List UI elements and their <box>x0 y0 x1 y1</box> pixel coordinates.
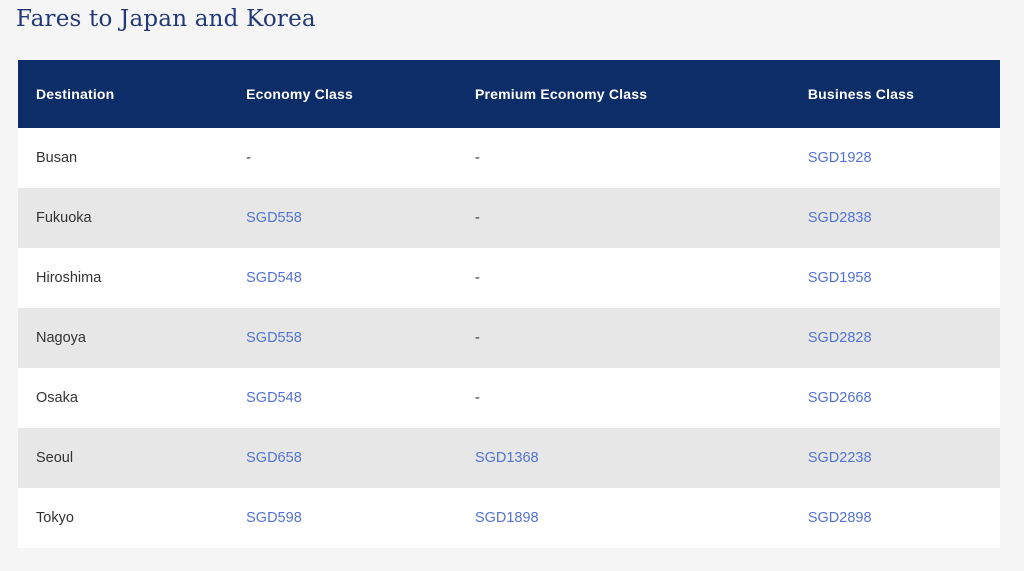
fare-link[interactable]: SGD2828 <box>807 330 872 346</box>
fare-value: - <box>474 150 480 166</box>
economy-fare-cell: SGD548 <box>228 248 457 308</box>
destination-cell: Tokyo <box>18 488 229 548</box>
fare-value: - <box>246 150 251 166</box>
fare-value: - <box>474 330 480 346</box>
economy-fare-cell: SGD598 <box>228 488 457 548</box>
destination-cell: Hiroshima <box>18 248 229 308</box>
fare-table: Destination Economy Class Premium Econom… <box>18 60 1000 548</box>
table-row: Tokyo SGD598 SGD1898 SGD2898 <box>18 488 1000 548</box>
economy-fare-cell: SGD658 <box>228 428 457 488</box>
fare-link[interactable]: SGD658 <box>246 450 302 466</box>
fare-table-header: Destination Economy Class Premium Econom… <box>18 60 1000 128</box>
economy-fare-cell: SGD558 <box>228 188 457 248</box>
column-header-business: Business Class <box>789 60 1000 128</box>
table-row: Nagoya SGD558 - SGD2828 <box>18 308 1000 368</box>
business-fare-cell: SGD1928 <box>789 128 1000 188</box>
column-header-economy: Economy Class <box>228 60 457 128</box>
business-fare-cell: SGD2898 <box>789 488 1000 548</box>
destination-label: Hiroshima <box>36 270 102 286</box>
fare-link[interactable]: SGD2238 <box>807 450 872 466</box>
fare-value: - <box>474 390 480 406</box>
destination-label: Osaka <box>36 390 78 406</box>
destination-cell: Fukuoka <box>18 188 229 248</box>
destination-cell: Nagoya <box>18 308 229 368</box>
business-fare-cell: SGD2668 <box>789 368 1000 428</box>
destination-label: Nagoya <box>36 330 86 346</box>
table-row: Seoul SGD658 SGD1368 SGD2238 <box>18 428 1000 488</box>
business-fare-cell: SGD2838 <box>789 188 1000 248</box>
fare-link[interactable]: SGD548 <box>246 270 302 286</box>
destination-label: Fukuoka <box>36 210 92 226</box>
fare-link[interactable]: SGD2898 <box>807 510 872 526</box>
column-header-destination: Destination <box>18 60 229 128</box>
table-row: Fukuoka SGD558 - SGD2838 <box>18 188 1000 248</box>
fare-link[interactable]: SGD598 <box>246 510 302 526</box>
page-title: Fares to Japan and Korea <box>16 6 316 32</box>
fare-value: - <box>474 210 480 226</box>
destination-label: Busan <box>36 150 78 166</box>
business-fare-cell: SGD2238 <box>789 428 1000 488</box>
destination-cell: Busan <box>18 128 229 188</box>
premium-economy-fare-cell: - <box>456 248 790 308</box>
fare-link[interactable]: SGD558 <box>246 330 302 346</box>
table-row: Osaka SGD548 - SGD2668 <box>18 368 1000 428</box>
fare-value: - <box>474 270 480 286</box>
table-row: Busan - - SGD1928 <box>18 128 1000 188</box>
table-row: Hiroshima SGD548 - SGD1958 <box>18 248 1000 308</box>
destination-label: Seoul <box>36 450 74 466</box>
fare-link[interactable]: SGD1898 <box>474 510 539 526</box>
destination-cell: Seoul <box>18 428 229 488</box>
economy-fare-cell: - <box>228 128 457 188</box>
header-row: Destination Economy Class Premium Econom… <box>18 60 1000 128</box>
premium-economy-fare-cell: - <box>456 308 790 368</box>
fare-link[interactable]: SGD548 <box>246 390 302 406</box>
business-fare-cell: SGD2828 <box>789 308 1000 368</box>
fare-link[interactable]: SGD1958 <box>807 270 872 286</box>
fare-link[interactable]: SGD558 <box>246 210 302 226</box>
economy-fare-cell: SGD558 <box>228 308 457 368</box>
fare-link[interactable]: SGD2838 <box>807 210 872 226</box>
premium-economy-fare-cell: - <box>456 128 790 188</box>
destination-cell: Osaka <box>18 368 229 428</box>
fare-link[interactable]: SGD2668 <box>807 390 872 406</box>
premium-economy-fare-cell: - <box>456 368 790 428</box>
premium-economy-fare-cell: - <box>456 188 790 248</box>
destination-label: Tokyo <box>36 510 74 526</box>
fare-link[interactable]: SGD1368 <box>474 450 539 466</box>
fare-table-body: Busan - - SGD1928 Fukuoka SGD558 - SGD28… <box>18 128 1000 548</box>
column-header-premium-economy: Premium Economy Class <box>456 60 790 128</box>
premium-economy-fare-cell: SGD1368 <box>456 428 790 488</box>
fare-link[interactable]: SGD1928 <box>807 150 872 166</box>
economy-fare-cell: SGD548 <box>228 368 457 428</box>
premium-economy-fare-cell: SGD1898 <box>456 488 790 548</box>
business-fare-cell: SGD1958 <box>789 248 1000 308</box>
fare-table-container: Destination Economy Class Premium Econom… <box>18 60 1000 548</box>
